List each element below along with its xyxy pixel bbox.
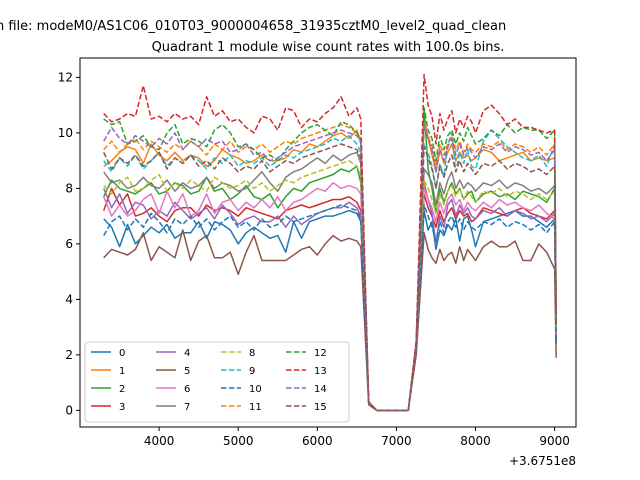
x-tick-label: 8000 — [460, 434, 491, 448]
y-tick-label: 6 — [65, 237, 73, 251]
series-line-5 — [103, 229, 557, 412]
plot-area — [102, 73, 557, 412]
legend-label-1: 1 — [119, 366, 125, 377]
x-tick-label: 5000 — [223, 434, 254, 448]
y-tick-label: 0 — [65, 403, 73, 417]
y-tick-label: 12 — [58, 70, 73, 84]
legend-label-8: 8 — [249, 348, 255, 359]
y-tick-label: 4 — [65, 292, 73, 306]
legend-label-15: 15 — [314, 402, 327, 413]
series-line-9 — [103, 129, 557, 412]
x-tick-label: 9000 — [539, 434, 570, 448]
legend-label-14: 14 — [314, 384, 327, 395]
legend-label-11: 11 — [249, 402, 262, 413]
legend-label-13: 13 — [314, 366, 327, 377]
legend-label-6: 6 — [184, 384, 190, 395]
x-tick-label: 6000 — [302, 434, 333, 448]
series-line-7 — [103, 151, 557, 412]
x-offset-label: +3.6751e8 — [509, 454, 576, 468]
chart-title: Quadrant 1 module wise count rates with … — [152, 40, 505, 55]
series-line-6 — [103, 182, 557, 412]
series-line-13 — [103, 73, 557, 412]
series-line-11 — [103, 121, 557, 412]
legend-label-2: 2 — [119, 384, 125, 395]
legend-label-0: 0 — [119, 348, 125, 359]
legend-label-4: 4 — [184, 348, 190, 359]
axes-frame — [79, 57, 577, 428]
legend-label-5: 5 — [184, 366, 190, 377]
y-tick-label: 2 — [65, 348, 73, 362]
legend-label-3: 3 — [119, 402, 125, 413]
figure-suptitle: n file: modeM0/AS1C06_010T03_9000004658_… — [0, 19, 506, 34]
legend-label-9: 9 — [249, 366, 255, 377]
legend-label-10: 10 — [249, 384, 262, 395]
y-axis: 0 2 4 6 8 10 12 — [58, 70, 80, 417]
series-line-10 — [103, 204, 557, 412]
legend-label-7: 7 — [184, 402, 190, 413]
series-line-8 — [103, 159, 557, 412]
x-tick-label: 7000 — [381, 434, 412, 448]
legend-box — [84, 341, 350, 423]
x-axis: 4000 5000 6000 7000 8000 9000 — [144, 427, 570, 448]
x-tick-label: 4000 — [144, 434, 175, 448]
series-line-15 — [103, 143, 557, 412]
series-line-0 — [103, 209, 557, 412]
y-tick-label: 10 — [58, 126, 73, 140]
y-tick-label: 8 — [65, 181, 73, 195]
legend-label-12: 12 — [314, 348, 327, 359]
